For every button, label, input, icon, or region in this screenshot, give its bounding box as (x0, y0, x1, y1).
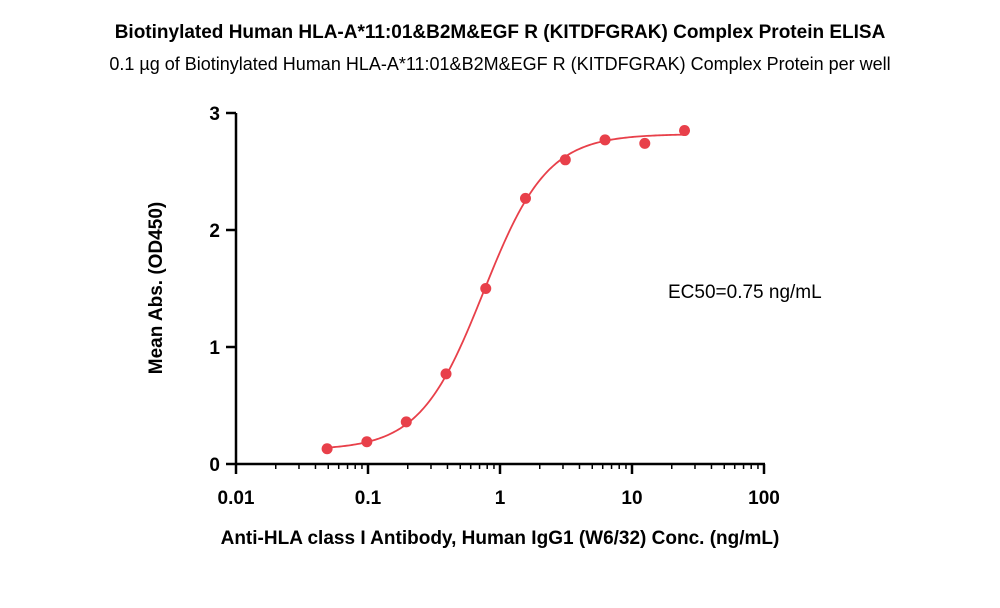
data-point (679, 125, 691, 137)
fit-curve-layer (327, 133, 685, 449)
x-tick-label: 10 (621, 488, 642, 509)
x-tick-label: 100 (748, 488, 780, 509)
chart-subtitle: 0.1 µg of Biotinylated Human HLA-A*11:01… (109, 54, 891, 74)
ec50-annotation: EC50=0.75 ng/mL (668, 282, 822, 303)
data-point (440, 368, 452, 380)
x-tick-label: 0.1 (355, 488, 382, 509)
chart-title: Biotinylated Human HLA-A*11:01&B2M&EGF R… (114, 22, 886, 43)
data-point (599, 134, 611, 146)
y-tick-label: 0 (209, 455, 220, 476)
data-point (559, 154, 571, 166)
y-tick-label: 1 (209, 338, 220, 359)
data-point (480, 283, 492, 294)
data-point (400, 416, 412, 428)
x-tick-label: 0.01 (218, 488, 255, 509)
data-point (321, 443, 333, 455)
x-axis-label: Anti-HLA class I Antibody, Human IgG1 (W… (221, 528, 780, 549)
data-point (361, 436, 373, 448)
data-point (639, 137, 651, 149)
y-tick-label: 3 (209, 104, 220, 125)
fit-curve (327, 133, 685, 449)
x-tick-label: 1 (495, 488, 506, 509)
data-point (519, 192, 531, 204)
y-axis-label: Mean Abs. (OD450) (146, 202, 167, 374)
y-tick-label: 2 (209, 221, 220, 242)
axes: 0.01 0.1 1 10 100 0 1 2 3 (209, 104, 779, 509)
data-points-layer (321, 125, 691, 455)
